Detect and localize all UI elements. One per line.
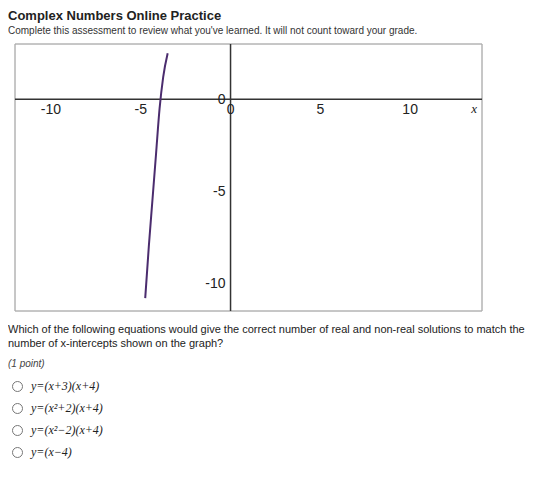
html-text:Complete this assessment to re: Complete this assessment to review what … [8,25,418,36]
svg-text:5: 5 [316,101,324,117]
html-text:Complex Numbers Online Practic: Complex Numbers Online Practice [8,8,222,23]
html-text:Which of the following equatio: Which of the following equations would g… [8,323,525,349]
svg-text:0: 0 [218,91,226,107]
svg-text:-10: -10 [205,275,225,291]
svg-text:-10: -10 [41,101,61,117]
svg-text:0: 0 [227,101,235,117]
html-text:y=(x²+2)(x+4): y=(x²+2)(x+4) [31,400,103,415]
html-text:y=(x+3)(x+4): y=(x+3)(x+4) [31,378,100,393]
svg-text:-5: -5 [135,101,148,117]
svg-text:10: 10 [402,101,418,117]
svg-text:x: x [470,101,477,116]
html-text:y=(x²−2)(x+4): y=(x²−2)(x+4) [31,422,103,437]
svg-text:-5: -5 [213,183,226,199]
html-text:(1 point): (1 point) [8,358,45,369]
html-text:y=(x−4): y=(x−4) [31,444,72,459]
